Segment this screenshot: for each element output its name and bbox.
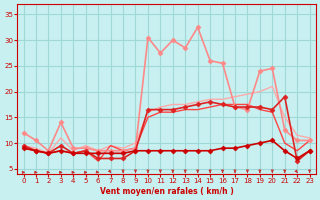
X-axis label: Vent moyen/en rafales ( km/h ): Vent moyen/en rafales ( km/h ) [100,187,234,196]
